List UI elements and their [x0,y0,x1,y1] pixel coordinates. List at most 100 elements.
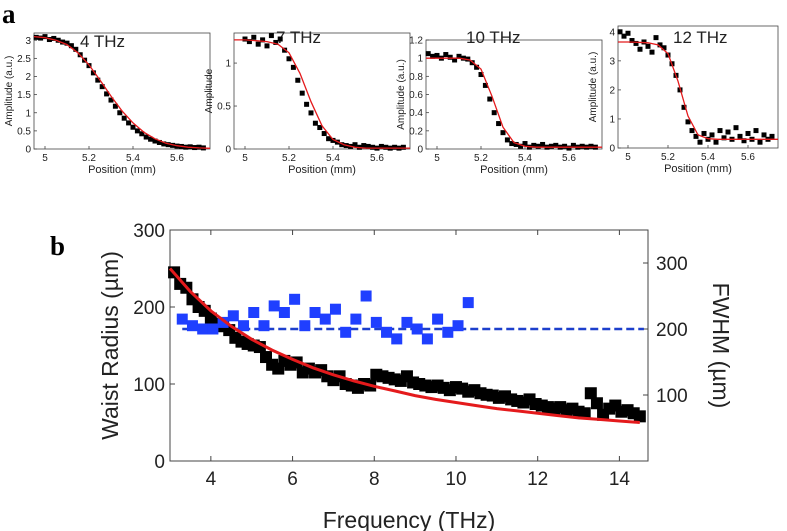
x-axis-label: Position (mm) [288,164,356,176]
fit-curve [618,41,778,140]
data-point [689,128,695,134]
y-tick-label: 0.6 [409,90,423,101]
waist-radius-point [505,393,518,406]
data-point [588,143,594,149]
fwhm-point [452,320,464,332]
x-tick-label: 5.4 [326,153,340,164]
waist-radius-point [633,410,646,423]
data-point [741,138,747,144]
data-point [579,143,585,149]
data-point [653,35,659,41]
y-tick-label: 3 [25,36,31,47]
data-point [130,124,136,130]
y-tick-label: 0.4 [409,108,423,119]
y-axis-label: Amplitude (a.u.) [4,56,15,127]
data-point [143,134,149,140]
plot-title: 10 THz [466,28,521,47]
data-point [425,51,431,57]
data-point [548,143,554,149]
y-tick-label: 0.2 [409,126,423,137]
x-tick-label: 5 [42,153,48,164]
y-tick-label: 1.5 [17,90,31,101]
data-point [370,144,376,150]
data-point [392,144,398,150]
data-point [504,137,510,143]
x-tick-label: 5 [625,152,631,163]
data-point [649,49,655,55]
fwhm-series [176,290,474,345]
y-tick-label: 1 [417,54,423,65]
data-point [134,128,140,134]
data-point [685,119,691,125]
y-axis-label: Amplitude (a.u.) [588,52,599,123]
data-point [657,42,663,48]
fwhm-point [186,320,198,332]
x-tick-label: 5 [242,153,248,164]
data-point [661,45,667,51]
data-point [317,125,323,131]
data-point [617,29,623,35]
x-tick-label: 14 [609,469,631,490]
waist-radius-point [578,407,591,420]
fwhm-point [238,320,250,332]
data-point [326,136,332,142]
plot-frame [33,32,211,150]
waist-radius-point [590,397,603,410]
data-point [64,40,70,46]
x-tick-label: 5.6 [562,153,576,164]
data-point [60,39,66,45]
fit-curve [426,57,602,148]
plot-title: 12 THz [673,28,728,47]
y-tick-label: 0 [609,144,615,155]
fwhm-point [350,313,362,325]
data-point [757,139,763,145]
fwhm-point [391,333,403,345]
data-point [540,141,546,147]
data-point [264,43,270,49]
fit-curve [234,39,410,149]
fwhm-point [462,297,474,309]
data-point [378,143,384,149]
data-point [769,133,775,139]
edge-scan-plot-1: 5 5.2 5.4 5.6 0 0.5 1 1.5 2 2.5 3 Position (mm) Ampl… [4,32,211,176]
x-tick-label: 5.2 [661,152,675,163]
data-point [90,70,96,76]
data-point [38,35,44,41]
data-point [295,77,301,83]
data-point [68,43,74,49]
data-point [95,77,101,83]
data-point [170,142,176,148]
data-point [681,104,687,110]
plot-title: 4 THz [80,32,125,51]
data-point [282,47,288,53]
data-point [260,37,266,43]
data-point [456,53,462,59]
fwhm-point [401,316,413,328]
y-axis-label: Waist Radius (µm) [97,251,123,440]
data-point [273,39,279,45]
plot-frame [617,25,779,149]
data-point [447,54,453,60]
edge-scan-plot-3: 5 5.2 5.4 5.6 0 0.2 0.4 0.6 0.8 1 1.2 Position (mm)… [396,28,603,176]
fwhm-point [278,307,290,318]
y-tick-label: 0 [225,145,231,156]
data-point [148,136,154,142]
y-tick-label: 0 [25,145,31,156]
panel-a: 5 5.2 5.4 5.6 0 0.5 1 1.5 2 2.5 3 Position (mm) Ampl… [4,25,779,176]
x-tick-label: 5.2 [282,153,296,164]
y-tick-label: 3 [609,56,615,67]
data-point [487,96,493,102]
data-point [251,34,257,40]
y-axis-label: Amplitude (a.u.) [396,59,407,130]
fwhm-point [370,316,382,328]
data-point [383,144,389,150]
panel-a-label: a [2,0,16,29]
data-point [196,144,202,150]
y-tick-label: 0 [154,452,165,473]
data-point [460,55,466,61]
fwhm-point [340,326,352,338]
fwhm-point [432,313,444,325]
y-tick-label: 0 [417,145,423,156]
y-axis-label: Amplitude [204,68,215,113]
data-point [430,53,436,59]
